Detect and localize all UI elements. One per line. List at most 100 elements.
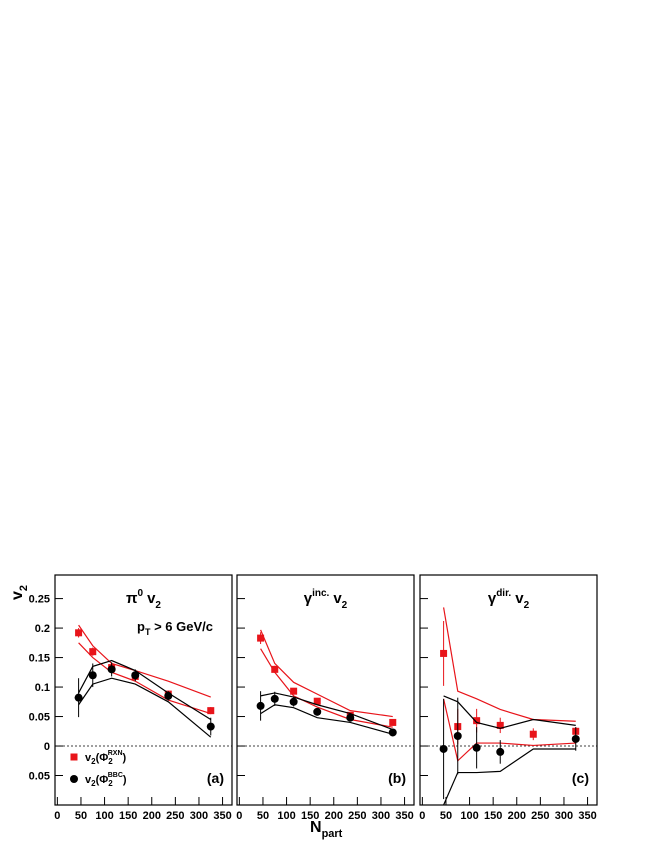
panel-frame (419, 574, 598, 806)
y-tick-label: 0.05 (29, 771, 50, 783)
data-point (571, 734, 580, 743)
text-part: v (85, 774, 92, 786)
panel-frame (54, 574, 233, 806)
panel-title: γdir. v2 (488, 588, 530, 611)
text-part: (Φ (96, 774, 109, 786)
x-tick-label: 50 (257, 810, 269, 822)
annotation: pT > 6 GeV/c (137, 619, 213, 637)
systematic-band (78, 642, 211, 715)
data-point (131, 671, 140, 680)
panel-label: (c) (572, 770, 589, 786)
data-point (313, 697, 321, 705)
x-tick-label: 100 (95, 810, 113, 822)
text-part: 2 (342, 600, 348, 611)
x-tick-label: 50 (440, 810, 452, 822)
x-tick-label: 150 (484, 810, 502, 822)
y-tick-label: 0.15 (29, 653, 50, 665)
x-tick-label: 0 (419, 810, 425, 822)
text-part: part (322, 828, 343, 840)
data-point (313, 707, 322, 716)
data-point (107, 665, 116, 674)
data-point (206, 722, 215, 731)
text-part: RXN (108, 750, 123, 757)
text-part: v (147, 590, 156, 607)
systematic-band (78, 677, 212, 738)
panel-title: π0 v2 (126, 588, 161, 611)
data-point (256, 701, 265, 710)
x-tick-label: 100 (277, 810, 295, 822)
data-point (75, 629, 83, 637)
x-tick-label: 300 (555, 810, 573, 822)
data-point (257, 634, 265, 642)
x-tick-label: 150 (301, 810, 319, 822)
text-part: 2 (91, 757, 96, 766)
data-point (472, 743, 481, 752)
data-point (89, 648, 97, 656)
systematic-band (443, 698, 576, 762)
panel-frame (236, 574, 415, 806)
text-part: dir. (496, 588, 511, 599)
text-part: γ (488, 590, 497, 607)
y-tick-label: 0.05 (29, 712, 50, 724)
systematic-band (443, 695, 576, 729)
x-tick-label: 350 (395, 810, 413, 822)
text-part: > 6 GeV/c (150, 619, 213, 634)
text-part: inc. (312, 588, 329, 599)
text-part: v (9, 591, 26, 600)
data-point (164, 691, 173, 700)
y-tick-label: 0.1 (35, 682, 50, 694)
text-part: BBC (108, 772, 123, 779)
data-point (270, 694, 279, 703)
text-part: γ (304, 590, 313, 607)
x-tick-label: 200 (325, 810, 343, 822)
text-part: 2 (108, 779, 113, 788)
legend-label: v2(Φ2BBC) (85, 772, 127, 788)
text-part: v (85, 752, 92, 764)
text-part: ) (123, 774, 127, 786)
text-part: p (137, 619, 145, 634)
data-point (496, 721, 504, 729)
data-point (289, 697, 298, 706)
systematic-band (78, 624, 211, 698)
legend-label: v2(Φ2RXN) (85, 750, 127, 766)
data-point (440, 649, 448, 657)
text-part: v (333, 590, 342, 607)
data-point (74, 693, 83, 702)
systematic-band (260, 648, 393, 728)
text-part: 2 (155, 600, 161, 611)
text-part: 2 (108, 757, 113, 766)
x-tick-label: 50 (75, 810, 87, 822)
legend-marker (70, 775, 78, 783)
x-tick-label: 250 (348, 810, 366, 822)
data-point (439, 744, 448, 753)
x-tick-label: 350 (578, 810, 596, 822)
x-axis-label: Npart (310, 819, 343, 840)
x-tick-label: 250 (166, 810, 184, 822)
y-tick-label: 0 (44, 741, 50, 753)
x-tick-label: 150 (119, 810, 137, 822)
x-tick-label: 200 (143, 810, 161, 822)
text-part: v (515, 590, 524, 607)
data-point (346, 713, 355, 722)
text-part: π (126, 590, 138, 607)
x-tick-label: 350 (213, 810, 231, 822)
data-point (389, 718, 397, 726)
data-point (271, 665, 279, 673)
text-part: 2 (18, 585, 30, 591)
text-part: 0 (138, 588, 144, 599)
data-point (496, 747, 505, 756)
y-axis-label: v2 (9, 585, 30, 600)
text-part: T (145, 627, 151, 637)
x-tick-label: 100 (460, 810, 478, 822)
x-tick-label: 0 (54, 810, 60, 822)
x-tick-label: 0 (236, 810, 242, 822)
panel-label: (a) (207, 770, 224, 786)
text-part: (Φ (96, 752, 109, 764)
x-tick-label: 250 (531, 810, 549, 822)
data-point (290, 687, 298, 695)
panel-label: (b) (388, 770, 406, 786)
y-tick-label: 0.25 (29, 594, 50, 606)
text-part: ) (123, 752, 127, 764)
x-tick-label: 300 (190, 810, 208, 822)
